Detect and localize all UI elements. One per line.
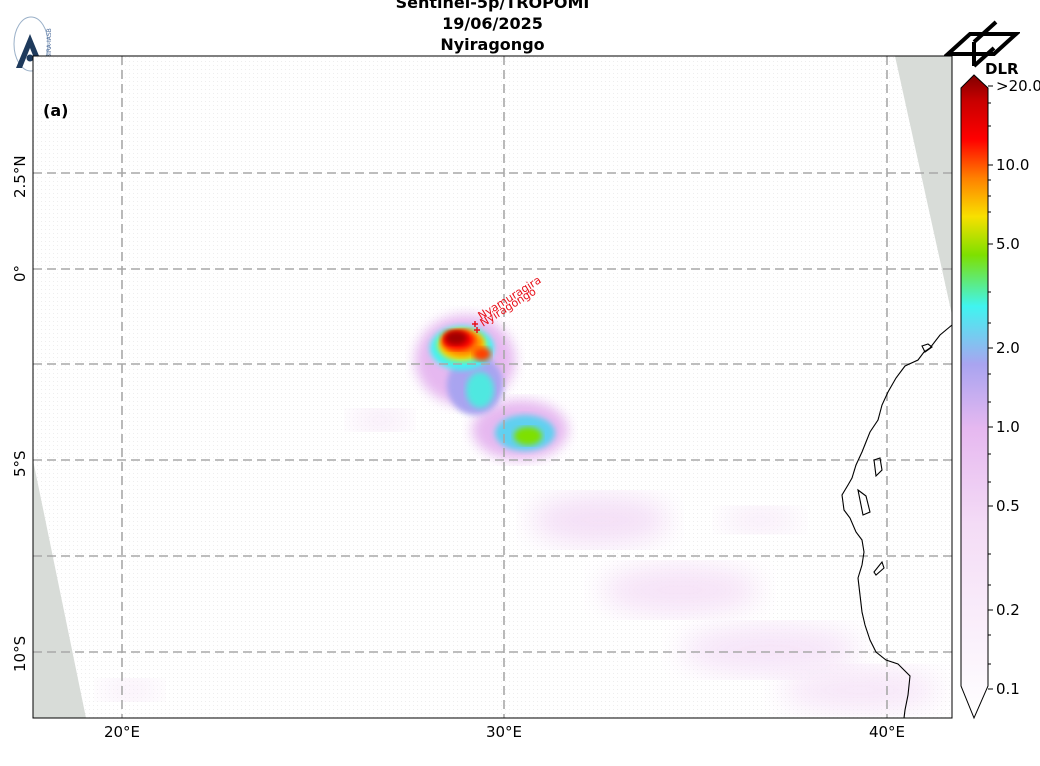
dlr-logo-text: DLR xyxy=(985,60,1019,78)
lon-tick-20e: 20°E xyxy=(103,723,141,741)
lat-tick-0: 0° xyxy=(11,264,29,282)
colorbar xyxy=(960,74,993,720)
colorbar-label-0-1: 0.1 xyxy=(996,680,1020,698)
colorbar-label-10: 10.0 xyxy=(996,156,1030,174)
coastline xyxy=(841,324,953,719)
colorbar-label-0-2: 0.2 xyxy=(996,601,1020,619)
colorbar-label-0-5: 0.5 xyxy=(996,497,1020,515)
so2-plume-core xyxy=(415,315,568,460)
map-frame xyxy=(32,55,953,719)
title-instrument: Sentinel-5p/TROPOMI xyxy=(395,0,590,12)
lat-tick-5s: 5°S xyxy=(11,450,29,477)
no-data-region-west xyxy=(33,460,86,718)
colorbar-ticks xyxy=(988,85,993,690)
so2-plume-trail xyxy=(100,410,940,712)
dlr-logo xyxy=(944,20,1020,68)
panel-label: (a) xyxy=(43,101,69,120)
colorbar-label-1: 1.0 xyxy=(996,418,1020,436)
title-volcano: Nyiragongo xyxy=(440,35,545,54)
colorbar-bar xyxy=(960,74,989,720)
graticule xyxy=(33,56,952,718)
lat-tick-10s: 10°S xyxy=(11,635,29,672)
colorbar-label-20: >20.0 xyxy=(996,77,1040,95)
nyamuragira-marker xyxy=(472,321,478,327)
colorbar-label-5: 5.0 xyxy=(996,235,1020,253)
title-date: 19/06/2025 xyxy=(442,14,543,33)
lat-tick-2-5n: 2.5°N xyxy=(11,155,29,198)
bira-iasb-logo-text: BIRA-IASB xyxy=(46,28,53,58)
nyiragongo-marker xyxy=(474,327,480,333)
lon-tick-30e: 30°E xyxy=(485,723,523,741)
lon-tick-40e: 40°E xyxy=(868,723,906,741)
no-data-region-east xyxy=(895,56,952,315)
colorbar-label-2: 2.0 xyxy=(996,339,1020,357)
